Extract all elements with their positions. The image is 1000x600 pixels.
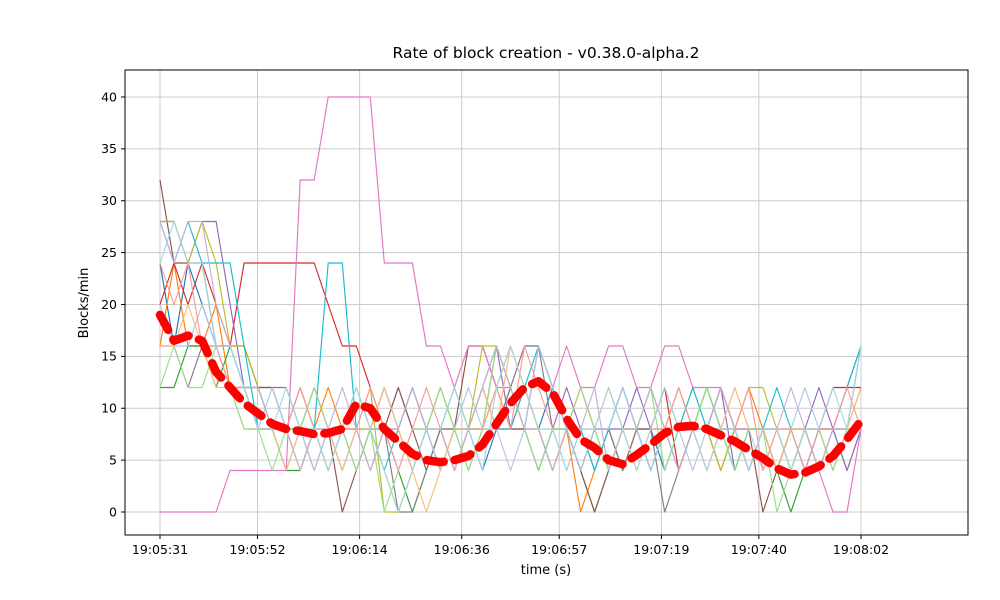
y-axis-label: Blocks/min bbox=[77, 268, 92, 339]
x-tick-label: 19:07:40 bbox=[731, 542, 787, 557]
x-tick-label: 19:05:31 bbox=[132, 542, 188, 557]
y-tick-label: 40 bbox=[101, 89, 117, 104]
y-tick-label: 20 bbox=[101, 297, 117, 312]
y-tick-label: 5 bbox=[109, 452, 117, 467]
tick-labels: 0 5 10 15 20 25 30 35 40 19:05:31 19:05:52 19:06:14… bbox=[101, 89, 889, 557]
y-tick-label: 35 bbox=[101, 141, 117, 156]
x-tick-label: 19:07:19 bbox=[633, 542, 689, 557]
x-tick-label: 19:08:02 bbox=[833, 542, 889, 557]
x-axis-label: time (s) bbox=[521, 563, 571, 578]
x-tick-label: 19:06:14 bbox=[332, 542, 388, 557]
y-tick-label: 30 bbox=[101, 193, 117, 208]
series-lines bbox=[155, 96, 866, 513]
series-line-series-14 bbox=[159, 262, 862, 472]
y-tick-label: 10 bbox=[101, 401, 117, 416]
x-tick-label: 19:06:36 bbox=[434, 542, 490, 557]
y-tick-label: 0 bbox=[109, 504, 117, 519]
series-line-series-4 bbox=[159, 262, 861, 472]
mean-line bbox=[155, 310, 866, 479]
series-line-series-16 bbox=[159, 220, 862, 513]
y-tick-label: 25 bbox=[101, 245, 117, 260]
y-tick-label: 15 bbox=[101, 349, 117, 364]
axes-box bbox=[124, 69, 969, 536]
x-tick-label: 19:05:52 bbox=[229, 542, 285, 557]
series-line-series-1 bbox=[159, 262, 862, 472]
x-tick-label: 19:06:57 bbox=[531, 542, 587, 557]
chart-title: Rate of block creation - v0.38.0-alpha.2 bbox=[393, 44, 700, 62]
grid-lines bbox=[125, 70, 968, 535]
